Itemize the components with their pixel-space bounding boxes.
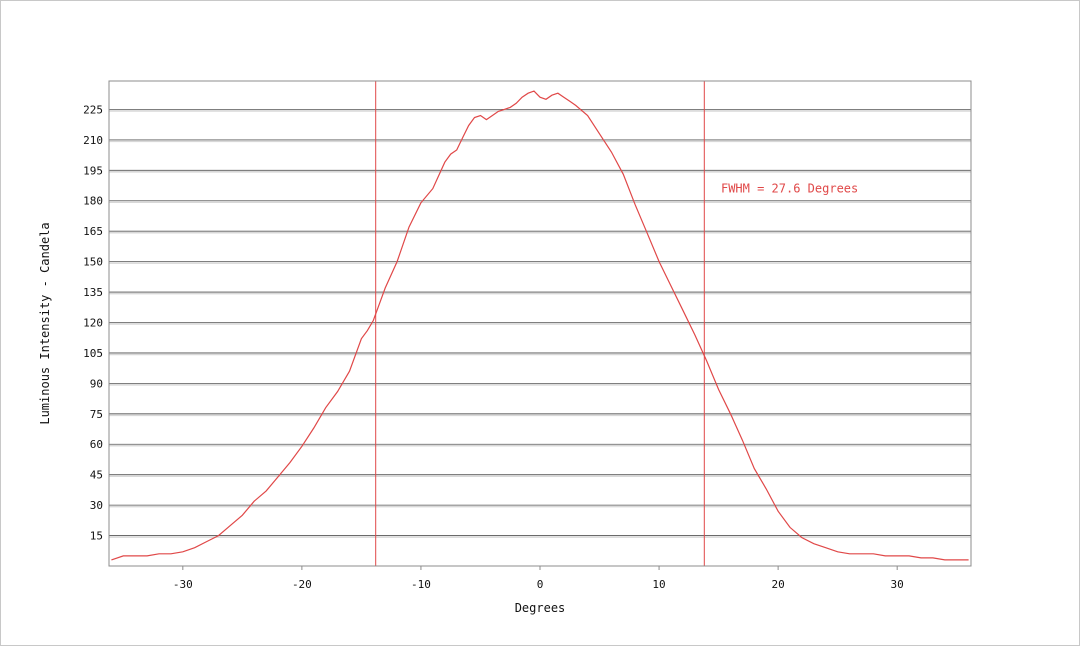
fwhm-annotation: FWHM = 27.6 Degrees [721,182,858,196]
x-tick-label: 10 [652,578,665,591]
y-tick-label: 195 [83,164,103,177]
fwhm-marker-lines [375,81,705,566]
y-axis-title: Luminous Intensity - Candela [38,222,52,424]
y-tick-label: 180 [83,195,103,208]
x-tick-label: -20 [292,578,312,591]
x-tick-label: 30 [891,578,904,591]
y-tick-label: 210 [83,134,103,147]
y-tick-label: 225 [83,103,103,116]
y-tick-label: 30 [90,499,103,512]
plot-border [108,80,972,567]
y-tick-label: 60 [90,438,103,451]
x-axis-title: Degrees [515,601,566,615]
x-tick-label: -30 [173,578,193,591]
y-tick-label: 150 [83,256,103,269]
x-tick-label: -10 [411,578,431,591]
intensity-curve [111,90,969,561]
y-tick-label: 135 [83,286,103,299]
y-tick-label: 15 [90,530,103,543]
y-tick-label: 105 [83,347,103,360]
x-tick-label: 0 [537,578,544,591]
y-tick-label: 165 [83,225,103,238]
y-tick-label: 75 [90,408,103,421]
y-tick-label: 45 [90,469,103,482]
y-tick-label: 120 [83,316,103,329]
x-axis-ticks: -30 -20 -10 0 10 20 30 [173,566,904,591]
grid-layer [109,109,971,538]
y-axis-ticks: 15 30 45 60 75 90 105 120 135 150 165 180 195 210 225 [83,103,103,542]
y-tick-label: 90 [90,377,103,390]
x-tick-label: 20 [771,578,784,591]
